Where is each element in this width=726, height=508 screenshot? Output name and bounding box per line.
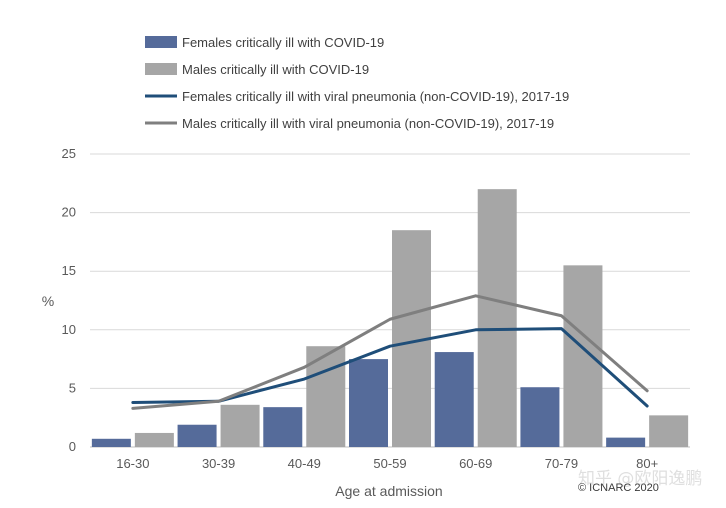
x-tick-label: 50-59 [373, 456, 406, 471]
x-tick-label: 60-69 [459, 456, 492, 471]
bar [134, 432, 174, 447]
bar [606, 437, 646, 447]
y-tick-label: 15 [62, 263, 76, 278]
bar [91, 438, 131, 447]
x-axis-ticks: 16-30 30-39 40-49 50-59 60-69 70-79 80+ [116, 456, 658, 471]
legend-label: Females critically ill with COVID-19 [182, 35, 384, 50]
y-tick-label: 10 [62, 322, 76, 337]
x-axis-title: Age at admission [335, 483, 442, 499]
bar [349, 359, 388, 447]
y-tick-label: 20 [62, 205, 76, 220]
series-line [131, 294, 649, 410]
bar [649, 415, 689, 447]
y-axis-title: % [42, 293, 54, 309]
bar [563, 265, 603, 447]
bar [177, 424, 217, 447]
legend-swatch [145, 36, 177, 48]
legend-label: Males critically ill with viral pneumoni… [182, 116, 554, 131]
credit-label: © ICNARC 2020 [578, 482, 659, 494]
legend-label: Males critically ill with COVID-19 [182, 62, 369, 77]
x-tick-label: 30-39 [202, 456, 235, 471]
bars [91, 189, 689, 447]
legend-label: Females critically ill with viral pneumo… [182, 89, 569, 104]
bar [263, 407, 303, 447]
y-axis-ticks: 0 5 10 15 20 25 [62, 146, 76, 454]
y-tick-label: 5 [69, 380, 76, 395]
lines [131, 294, 649, 410]
bar [220, 404, 260, 447]
x-tick-label: 16-30 [116, 456, 149, 471]
bar [477, 189, 517, 447]
legend: Females critically ill with COVID-19 Male… [145, 35, 569, 131]
bar [434, 352, 474, 447]
y-tick-label: 25 [62, 146, 76, 161]
watermark: 知乎 @欧阳逸鹏 [578, 469, 702, 489]
legend-swatch [145, 63, 177, 75]
bar [520, 387, 560, 447]
x-tick-label: 40-49 [288, 456, 321, 471]
x-tick-label: 80+ [636, 456, 658, 471]
y-tick-label: 0 [69, 439, 76, 454]
x-tick-label: 70-79 [545, 456, 578, 471]
